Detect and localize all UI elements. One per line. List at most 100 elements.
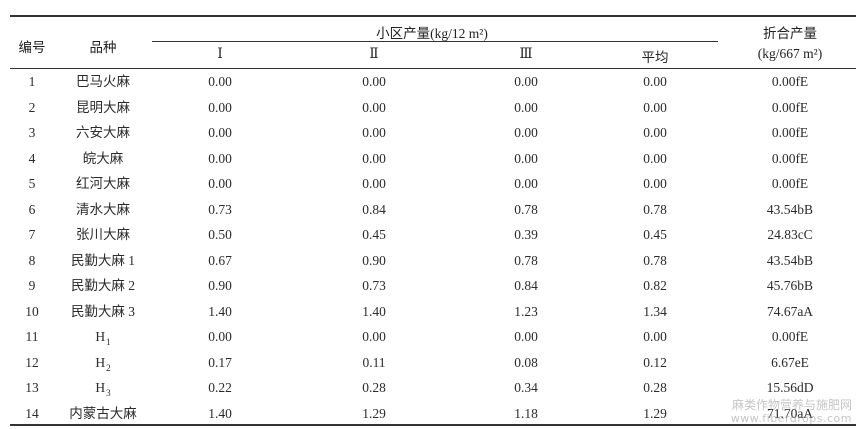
cell-no: 14 — [25, 405, 39, 421]
cell-variety: 红河大麻 — [60, 171, 146, 196]
cell-converted-yield: 0.00fE — [771, 74, 809, 89]
cell-rep1: 0.00 — [208, 74, 232, 89]
header-plot-yield: 小区产量(kg/12 m²) — [376, 26, 488, 41]
cell-rep3: 0.00 — [514, 176, 538, 191]
cell-rep1: 0.22 — [208, 380, 232, 395]
table-row: 8 民勤大麻 1 0.67 0.90 0.78 0.78 43.54bB — [0, 248, 856, 273]
cell-rep1: 0.00 — [208, 176, 232, 191]
cell-rep2: 0.00 — [362, 329, 386, 344]
table-row: 4 皖大麻 0.00 0.00 0.00 0.00 0.00fE — [0, 146, 856, 171]
cell-rep2: 1.29 — [362, 405, 386, 421]
variety-subscript: 3 — [106, 388, 111, 398]
variety-name: 昆明大麻 — [76, 99, 130, 115]
cell-rep1: 1.40 — [208, 405, 232, 421]
cell-converted-yield: 0.00fE — [771, 125, 809, 140]
table-row: 7 张川大麻 0.50 0.45 0.39 0.45 24.83cC — [0, 222, 856, 247]
cell-rep2: 0.00 — [362, 99, 386, 115]
cell-rep2: 0.00 — [362, 74, 386, 89]
cell-avg: 1.29 — [643, 405, 667, 421]
cell-variety: 皖大麻 — [60, 146, 146, 171]
variety-name: 民勤大麻 2 — [70, 278, 136, 293]
cell-rep2: 0.45 — [362, 227, 386, 242]
table-row: 12 H2 0.17 0.11 0.08 0.12 6.67eE — [0, 350, 856, 375]
variety-name: 皖大麻 — [82, 150, 124, 166]
cell-rep3: 0.84 — [514, 278, 538, 293]
cell-rep3: 0.34 — [514, 380, 538, 395]
cell-rep3: 0.00 — [514, 125, 538, 140]
table-bottom-rule — [10, 424, 856, 426]
cell-rep3: 0.00 — [514, 329, 538, 344]
table-row: 13 H3 0.22 0.28 0.34 0.28 15.56dD — [0, 375, 856, 400]
cell-rep1: 0.17 — [208, 354, 232, 370]
cell-variety: 巴马火麻 — [60, 69, 146, 94]
cell-variety: 民勤大麻 2 — [60, 273, 146, 298]
variety-name: 六安大麻 — [76, 125, 130, 140]
cell-rep1: 0.90 — [208, 278, 232, 293]
cell-rep3: 0.00 — [514, 74, 538, 89]
table-row: 10 民勤大麻 3 1.40 1.40 1.23 1.34 74.67aA — [0, 299, 856, 324]
table-row: 6 清水大麻 0.73 0.84 0.78 0.78 43.54bB — [0, 197, 856, 222]
header-avg: 平均 — [641, 50, 669, 65]
cell-no: 4 — [28, 150, 36, 166]
cell-avg: 0.00 — [643, 74, 667, 89]
cell-rep2: 0.73 — [362, 278, 386, 293]
cell-rep1: 0.50 — [208, 227, 232, 242]
table-top-rule — [10, 15, 856, 17]
cell-variety: 清水大麻 — [60, 197, 146, 222]
cell-rep2: 0.11 — [362, 354, 386, 370]
cell-rep1: 0.00 — [208, 150, 232, 166]
cell-no: 10 — [25, 303, 39, 319]
variety-name: H — [95, 380, 106, 395]
header-col-no: 编号 — [18, 40, 46, 55]
cell-no: 7 — [28, 227, 36, 242]
cell-rep2: 0.00 — [362, 176, 386, 191]
cell-no: 5 — [28, 176, 36, 191]
cell-no: 8 — [28, 252, 36, 268]
cell-avg: 0.45 — [643, 227, 667, 242]
cell-rep3: 1.23 — [514, 303, 538, 319]
cell-avg: 0.00 — [643, 329, 667, 344]
cell-no: 11 — [25, 329, 39, 344]
cell-rep1: 1.40 — [208, 303, 232, 319]
variety-name: 民勤大麻 3 — [70, 303, 136, 319]
cell-converted-yield: 43.54bB — [766, 201, 814, 217]
header-col-variety: 品种 — [89, 40, 117, 55]
cell-variety: 张川大麻 — [60, 222, 146, 247]
variety-name: 清水大麻 — [76, 201, 130, 217]
cell-rep1: 0.67 — [208, 252, 232, 268]
cell-avg: 0.28 — [643, 380, 667, 395]
cell-rep1: 0.00 — [208, 125, 232, 140]
header-converted-yield-line1: 折合产量 — [763, 26, 817, 41]
cell-converted-yield: 0.00fE — [771, 150, 809, 166]
cell-rep2: 0.90 — [362, 252, 386, 268]
cell-no: 3 — [28, 125, 36, 140]
header-rep3: Ⅲ — [519, 46, 533, 61]
cell-no: 1 — [28, 74, 36, 89]
cell-rep3: 0.00 — [514, 99, 538, 115]
cell-rep1: 0.00 — [208, 99, 232, 115]
cell-variety: 昆明大麻 — [60, 95, 146, 120]
header-plot-yield-underline — [152, 41, 718, 42]
cell-rep3: 1.18 — [514, 405, 538, 421]
cell-avg: 0.12 — [643, 354, 667, 370]
cell-avg: 0.82 — [643, 278, 667, 293]
cell-rep2: 0.84 — [362, 201, 386, 217]
table-row: 9 民勤大麻 2 0.90 0.73 0.84 0.82 45.76bB — [0, 273, 856, 298]
cell-converted-yield: 24.83cC — [767, 227, 813, 242]
variety-name: 张川大麻 — [76, 227, 130, 242]
cell-avg: 0.78 — [643, 201, 667, 217]
table-row: 14 内蒙古大麻 1.40 1.29 1.18 1.29 71.70aA — [0, 401, 856, 426]
cell-converted-yield: 71.70aA — [766, 405, 814, 421]
cell-no: 12 — [25, 354, 39, 370]
cell-variety: 内蒙古大麻 — [60, 401, 146, 426]
cell-rep1: 0.00 — [208, 329, 232, 344]
cell-variety: 民勤大麻 1 — [60, 248, 146, 273]
cell-rep2: 0.00 — [362, 125, 386, 140]
cell-avg: 0.00 — [643, 176, 667, 191]
variety-name: 巴马火麻 — [76, 74, 130, 89]
cell-rep2: 1.40 — [362, 303, 386, 319]
table-row: 2 昆明大麻 0.00 0.00 0.00 0.00 0.00fE — [0, 95, 856, 120]
cell-variety: 民勤大麻 3 — [60, 299, 146, 324]
cell-rep3: 0.39 — [514, 227, 538, 242]
cell-variety: H1 — [60, 324, 146, 349]
